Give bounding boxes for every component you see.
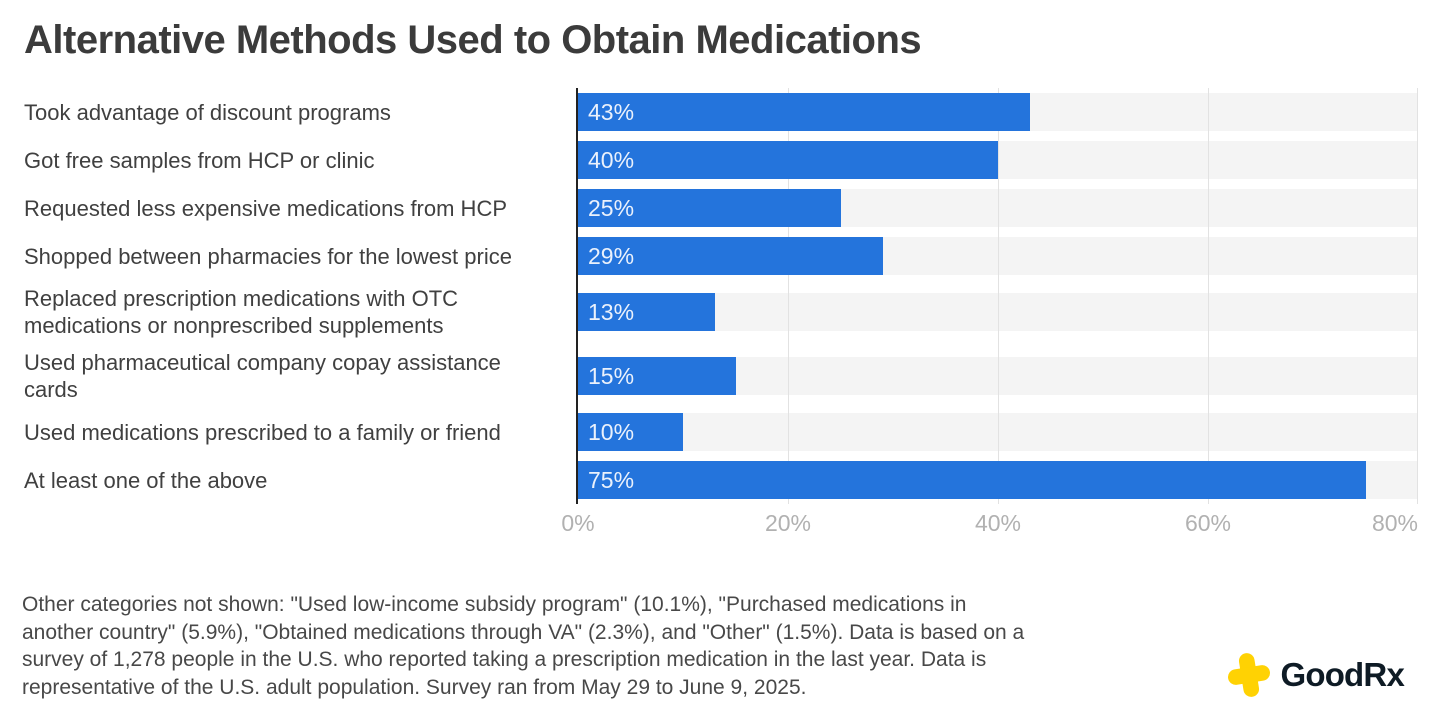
- bar-value-label: 10%: [588, 418, 635, 445]
- bar: 25%: [578, 189, 841, 227]
- category-label: Shopped between pharmacies for the lowes…: [24, 243, 512, 269]
- bar: 29%: [578, 237, 883, 275]
- chart-row: Shopped between pharmacies for the lowes…: [0, 232, 1440, 280]
- chart-row: Used medications prescribed to a family …: [0, 408, 1440, 456]
- x-axis-tick: 0%: [561, 510, 595, 536]
- bar-track: 75%: [578, 461, 1418, 499]
- bar-value-label: 43%: [588, 98, 635, 125]
- x-axis-tick: 20%: [764, 510, 812, 536]
- bar-track: 25%: [578, 189, 1418, 227]
- footnote-text: Other categories not shown: "Used low-in…: [22, 593, 1025, 699]
- bar: 15%: [578, 357, 736, 395]
- category-label: Got free samples from HCP or clinic: [24, 147, 375, 173]
- bar: 75%: [578, 461, 1366, 499]
- bar-track: 10%: [578, 413, 1418, 451]
- bar-value-label: 13%: [588, 298, 635, 325]
- bar-track: 15%: [578, 357, 1418, 395]
- category-label: Took advantage of discount programs: [24, 99, 391, 125]
- bar: 40%: [578, 141, 998, 179]
- goodrx-cross-icon: [1228, 653, 1271, 697]
- chart-row: Got free samples from HCP or clinic 40%: [0, 136, 1440, 184]
- x-axis-tick: 80%: [1371, 510, 1418, 536]
- bar: 10%: [578, 413, 683, 451]
- goodrx-logo-text: GoodRx: [1280, 656, 1404, 693]
- bar-track: 29%: [578, 237, 1418, 275]
- bar-value-label: 29%: [588, 242, 635, 269]
- category-label: At least one of the above: [24, 467, 268, 493]
- bar-track: 13%: [578, 293, 1418, 331]
- bar-track: 43%: [578, 93, 1418, 131]
- goodrx-logo: GoodRx: [1226, 650, 1405, 700]
- bar: 13%: [578, 293, 715, 331]
- bar-value-label: 15%: [588, 362, 635, 389]
- chart-row: Used pharmaceutical company copay assist…: [0, 344, 1440, 408]
- x-axis: 0% 20% 40% 60% 80%: [0, 510, 1440, 544]
- category-label: Used pharmaceutical company copay assist…: [24, 350, 501, 402]
- chart-row: At least one of the above 75%: [0, 456, 1440, 504]
- x-axis-tick: 40%: [974, 510, 1022, 536]
- category-label: Used medications prescribed to a family …: [24, 419, 501, 445]
- bar-value-label: 25%: [588, 194, 635, 221]
- bar-track: 40%: [578, 141, 1418, 179]
- chart-row: Requested less expensive medications fro…: [0, 184, 1440, 232]
- chart-row: Took advantage of discount programs 43%: [0, 88, 1440, 136]
- bar-value-label: 40%: [588, 146, 635, 173]
- x-axis-tick: 60%: [1184, 510, 1232, 536]
- chart-row: Replaced prescription medications with O…: [0, 280, 1440, 344]
- category-label: Replaced prescription medications with O…: [24, 286, 459, 338]
- category-label: Requested less expensive medications fro…: [24, 195, 508, 221]
- page-title: Alternative Methods Used to Obtain Medic…: [24, 18, 922, 62]
- bar: 43%: [578, 93, 1030, 131]
- chart-rows: Took advantage of discount programs 43% …: [0, 88, 1440, 504]
- infographic: Alternative Methods Used to Obtain Medic…: [0, 16, 1440, 710]
- bar-chart: Took advantage of discount programs 43% …: [0, 88, 1440, 544]
- bar-value-label: 75%: [588, 466, 635, 493]
